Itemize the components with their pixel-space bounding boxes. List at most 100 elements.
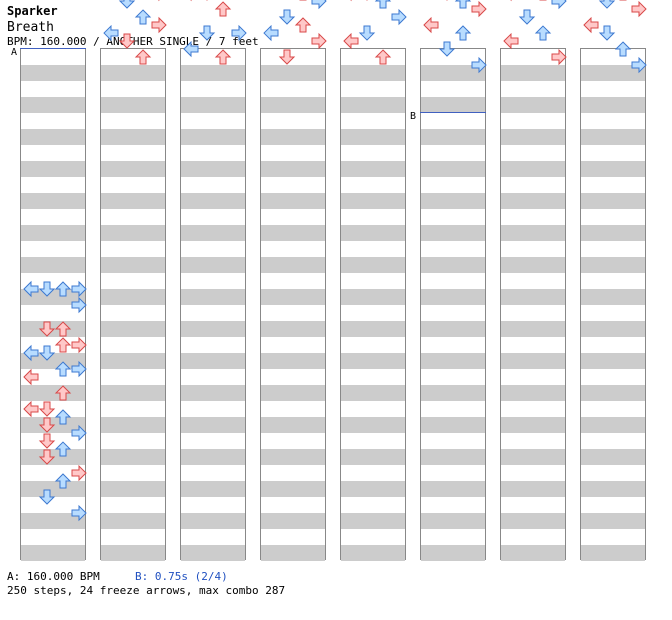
beat-stripe <box>581 385 645 401</box>
up-arrow <box>54 473 72 489</box>
beat-stripe <box>581 97 645 113</box>
chart-column <box>260 0 327 561</box>
beat-stripe <box>341 481 405 497</box>
chart-column <box>500 0 567 561</box>
chart-column <box>20 48 87 561</box>
beat-stripe <box>421 321 485 337</box>
section-marker-a: A <box>11 47 18 58</box>
beat-stripe <box>101 545 165 561</box>
beat-stripe <box>261 321 325 337</box>
down-arrow <box>118 33 136 49</box>
beat-stripe <box>581 225 645 241</box>
beat-stripe <box>101 97 165 113</box>
beat-stripe <box>581 129 645 145</box>
right-arrow <box>71 336 87 354</box>
up-arrow <box>374 49 392 65</box>
down-arrow <box>198 25 216 41</box>
beat-stripe <box>181 289 245 305</box>
beat-stripe <box>341 161 405 177</box>
beat-stripe <box>341 193 405 209</box>
down-arrow <box>118 0 136 9</box>
up-arrow <box>54 409 72 425</box>
beat-stripe <box>421 289 485 305</box>
beat-stripe <box>261 449 325 465</box>
up-arrow <box>294 17 312 33</box>
beat-stripe <box>261 257 325 273</box>
song-artist: Breath <box>7 20 54 35</box>
beat-stripe <box>501 193 565 209</box>
beat-stripe <box>21 289 85 305</box>
right-arrow <box>71 464 87 482</box>
down-arrow <box>38 321 56 337</box>
up-arrow <box>54 441 72 457</box>
beat-stripe <box>501 545 565 561</box>
beat-stripe <box>101 321 165 337</box>
beat-stripe <box>341 97 405 113</box>
beat-stripe <box>181 257 245 273</box>
beat-stripe <box>261 161 325 177</box>
beat-stripe <box>21 225 85 241</box>
up-arrow <box>454 25 472 41</box>
beat-stripe <box>101 161 165 177</box>
beat-stripe <box>181 321 245 337</box>
right-arrow <box>71 296 87 314</box>
beat-stripe <box>101 193 165 209</box>
beat-stripe <box>581 193 645 209</box>
right-arrow <box>471 0 487 18</box>
right-arrow <box>71 360 87 378</box>
up-arrow <box>54 281 72 297</box>
beat-stripe <box>421 545 485 561</box>
beat-stripe <box>421 129 485 145</box>
down-arrow <box>358 25 376 41</box>
beat-stripe <box>581 449 645 465</box>
up-arrow <box>214 1 232 17</box>
beat-stripe <box>21 481 85 497</box>
left-arrow <box>423 16 439 34</box>
beat-stripe <box>101 129 165 145</box>
beat-stripe <box>341 225 405 241</box>
beat-stripe <box>421 225 485 241</box>
beat-stripe <box>101 481 165 497</box>
down-arrow <box>38 489 56 505</box>
beat-stripe <box>501 161 565 177</box>
beat-stripe <box>341 385 405 401</box>
beat-stripe <box>421 353 485 369</box>
beat-stripe <box>21 257 85 273</box>
beat-stripe <box>261 129 325 145</box>
beat-stripe <box>21 97 85 113</box>
beat-stripe <box>21 65 85 81</box>
right-arrow <box>631 0 647 18</box>
down-arrow <box>38 281 56 297</box>
beat-stripe <box>341 353 405 369</box>
beat-stripe <box>181 193 245 209</box>
beat-stripe <box>581 513 645 529</box>
beat-stripe <box>181 481 245 497</box>
beat-stripe <box>501 321 565 337</box>
right-arrow <box>71 280 87 298</box>
left-arrow <box>23 280 39 298</box>
beat-stripe <box>421 97 485 113</box>
beat-stripe <box>581 289 645 305</box>
beat-stripe <box>181 545 245 561</box>
beat-stripe <box>261 513 325 529</box>
beat-stripe <box>181 129 245 145</box>
beat-stripe <box>261 385 325 401</box>
left-arrow <box>23 344 39 362</box>
beat-stripe <box>101 513 165 529</box>
beat-stripe <box>581 65 645 81</box>
beat-stripe <box>341 513 405 529</box>
down-arrow <box>38 417 56 433</box>
beat-stripe <box>501 97 565 113</box>
down-arrow <box>278 9 296 25</box>
down-arrow <box>38 345 56 361</box>
beat-stripe <box>581 321 645 337</box>
beat-stripe <box>501 353 565 369</box>
beat-stripe <box>261 417 325 433</box>
up-arrow <box>54 337 72 353</box>
beat-stripe <box>181 513 245 529</box>
up-arrow <box>54 385 72 401</box>
down-arrow <box>38 401 56 417</box>
beat-stripe <box>181 449 245 465</box>
section-line-a <box>20 48 86 49</box>
chart-stats: 250 steps, 24 freeze arrows, max combo 2… <box>7 584 286 597</box>
